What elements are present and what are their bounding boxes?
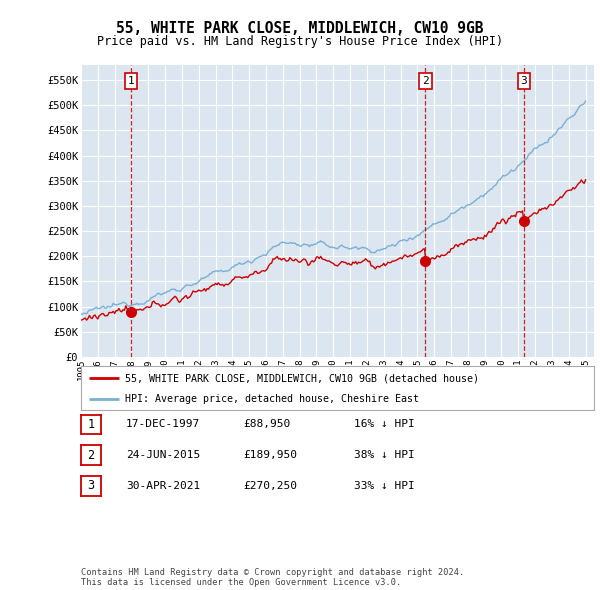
Text: Price paid vs. HM Land Registry's House Price Index (HPI): Price paid vs. HM Land Registry's House … bbox=[97, 35, 503, 48]
Text: 1: 1 bbox=[127, 76, 134, 86]
Text: 33% ↓ HPI: 33% ↓ HPI bbox=[354, 481, 415, 490]
Text: 55, WHITE PARK CLOSE, MIDDLEWICH, CW10 9GB: 55, WHITE PARK CLOSE, MIDDLEWICH, CW10 9… bbox=[116, 21, 484, 35]
Text: Contains HM Land Registry data © Crown copyright and database right 2024.
This d: Contains HM Land Registry data © Crown c… bbox=[81, 568, 464, 587]
Text: £88,950: £88,950 bbox=[243, 419, 290, 429]
Text: 2: 2 bbox=[88, 448, 94, 462]
Text: 55, WHITE PARK CLOSE, MIDDLEWICH, CW10 9GB (detached house): 55, WHITE PARK CLOSE, MIDDLEWICH, CW10 9… bbox=[125, 373, 479, 383]
Text: 3: 3 bbox=[520, 76, 527, 86]
Text: £270,250: £270,250 bbox=[243, 481, 297, 490]
Text: 2: 2 bbox=[422, 76, 429, 86]
Text: 24-JUN-2015: 24-JUN-2015 bbox=[126, 450, 200, 460]
Text: 17-DEC-1997: 17-DEC-1997 bbox=[126, 419, 200, 429]
Text: 38% ↓ HPI: 38% ↓ HPI bbox=[354, 450, 415, 460]
Text: 16% ↓ HPI: 16% ↓ HPI bbox=[354, 419, 415, 429]
Text: 1: 1 bbox=[88, 418, 94, 431]
Text: HPI: Average price, detached house, Cheshire East: HPI: Average price, detached house, Ches… bbox=[125, 394, 419, 404]
Text: 3: 3 bbox=[88, 479, 94, 493]
Text: 30-APR-2021: 30-APR-2021 bbox=[126, 481, 200, 490]
Text: £189,950: £189,950 bbox=[243, 450, 297, 460]
